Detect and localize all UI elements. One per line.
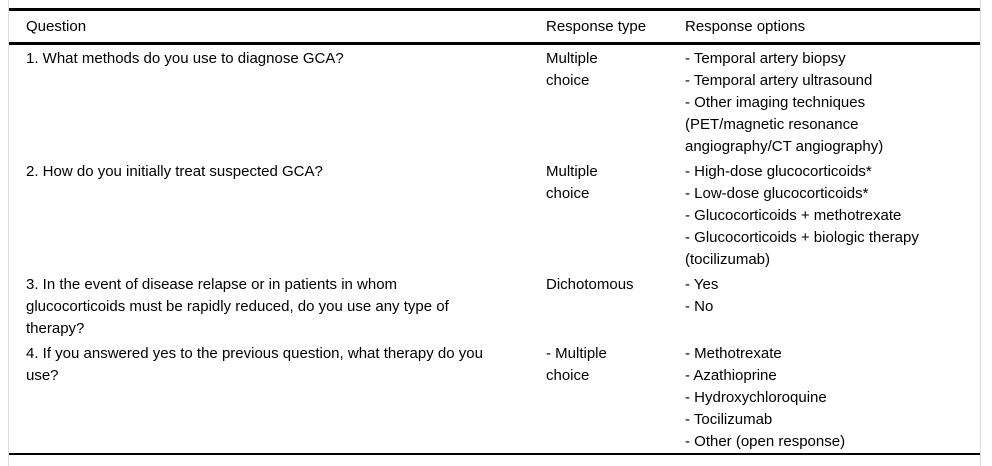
- table-row: 3. In the event of disease relapse or in…: [9, 271, 980, 340]
- response-type-line: Multiple: [546, 50, 598, 67]
- response-type-line: Multiple: [546, 163, 598, 180]
- response-option-line: (tocilizumab): [685, 251, 771, 268]
- table-frame: Question Response type Response options …: [8, 0, 981, 466]
- response-options-cell: - Methotrexate - Azathioprine - Hydroxychl…: [685, 340, 980, 454]
- question-line: glucocorticoids must be rapidly reduced,…: [26, 298, 449, 315]
- response-option-line: - Low-dose glucocorticoids*: [685, 185, 869, 202]
- question-line: use?: [26, 367, 59, 384]
- response-type-cell: Multiple choice: [546, 158, 685, 271]
- header-row: Question Response type Response options: [9, 8, 980, 45]
- question-cell: 4. If you answered yes to the previous q…: [9, 340, 546, 454]
- response-option-line: - Glucocorticoids + biologic therapy: [685, 229, 919, 246]
- response-option-line: - Azathioprine: [685, 367, 777, 384]
- response-option-line: - Hydroxychloroquine: [685, 389, 827, 406]
- response-option-line: - No: [685, 298, 714, 315]
- response-type-cell: Multiple choice: [546, 44, 685, 159]
- question-line: 4. If you answered yes to the previous q…: [26, 345, 483, 362]
- question-cell: 2. How do you initially treat suspected …: [9, 158, 546, 271]
- question-cell: 1. What methods do you use to diagnose G…: [9, 44, 546, 159]
- response-type-cell: - Multiple choice: [546, 340, 685, 454]
- column-header-response-options: Response options: [685, 8, 980, 45]
- response-option-line: (PET/magnetic resonance: [685, 116, 859, 133]
- response-type-line: - Multiple: [546, 345, 607, 362]
- question-line: 2. How do you initially treat suspected …: [26, 163, 323, 180]
- question-line: 3. In the event of disease relapse or in…: [26, 276, 398, 293]
- response-option-line: - Temporal artery biopsy: [685, 50, 846, 67]
- response-type-line: Dichotomous: [546, 276, 634, 293]
- question-line: 1. What methods do you use to diagnose G…: [26, 50, 344, 67]
- response-option-line: - Yes: [685, 276, 719, 293]
- response-option-line: angiography/CT angiography): [685, 138, 884, 155]
- response-options-cell: - Yes - No: [685, 271, 980, 340]
- table-body: 1. What methods do you use to diagnose G…: [9, 44, 980, 455]
- response-option-line: - Other imaging techniques: [685, 94, 866, 111]
- response-type-cell: Dichotomous: [546, 271, 685, 340]
- response-options-cell: - High-dose glucocorticoids* - Low-dose g…: [685, 158, 980, 271]
- response-type-line: choice: [546, 367, 590, 384]
- survey-questions-table: Question Response type Response options …: [9, 8, 980, 455]
- question-line: therapy?: [26, 320, 85, 337]
- response-type-line: choice: [546, 185, 590, 202]
- column-header-question: Question: [9, 8, 546, 45]
- question-cell: 3. In the event of disease relapse or in…: [9, 271, 546, 340]
- column-header-response-type: Response type: [546, 8, 685, 45]
- table-row: 4. If you answered yes to the previous q…: [9, 340, 980, 454]
- response-option-line: - High-dose glucocorticoids*: [685, 163, 872, 180]
- response-option-line: - Tocilizumab: [685, 411, 773, 428]
- response-options-cell: - Temporal artery biopsy - Temporal arter…: [685, 44, 980, 159]
- response-option-line: - Methotrexate: [685, 345, 782, 362]
- table-row: 2. How do you initially treat suspected …: [9, 158, 980, 271]
- table-row: 1. What methods do you use to diagnose G…: [9, 44, 980, 159]
- response-option-line: - Temporal artery ultrasound: [685, 72, 873, 89]
- response-type-line: choice: [546, 72, 590, 89]
- response-option-line: - Glucocorticoids + methotrexate: [685, 207, 902, 224]
- response-option-line: - Other (open response): [685, 433, 846, 450]
